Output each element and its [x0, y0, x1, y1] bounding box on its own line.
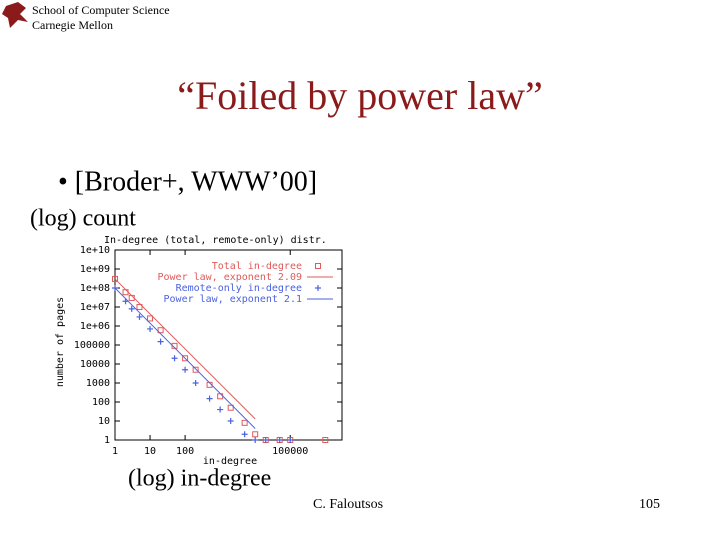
- legend-swatch: [315, 263, 321, 269]
- legend-label: Power law, exponent 2.1: [164, 294, 302, 305]
- y-tick-label: 100000: [74, 340, 110, 351]
- y-tick-label: 1000: [86, 378, 110, 389]
- marker: [122, 289, 129, 296]
- y-tick-label: 1e+09: [80, 264, 110, 275]
- marker: [136, 304, 143, 310]
- x-tick-label: 1: [112, 446, 118, 457]
- y-tick-label: 10: [98, 416, 110, 427]
- y-tick-label: 1e+06: [80, 321, 110, 332]
- legend-label: Remote-only in-degree: [176, 283, 302, 294]
- logo-icon: [2, 2, 28, 28]
- marker: [128, 305, 135, 312]
- slide-title: “Foiled by power law”: [177, 73, 542, 118]
- header-line: School of Computer Science: [32, 3, 170, 17]
- fit-line: [114, 278, 256, 420]
- marker: [112, 275, 118, 282]
- legend-label: Power law, exponent 2.09: [158, 272, 303, 283]
- x-tick-label: 100: [176, 446, 194, 457]
- marker: [217, 406, 224, 413]
- annotation: (log) count: [30, 206, 136, 232]
- chart-title: In-degree (total, remote-only) distr.: [104, 235, 327, 246]
- marker: [157, 338, 164, 345]
- y-tick-label: 1e+07: [80, 302, 110, 313]
- marker: [147, 315, 154, 322]
- y-tick-label: 1e+10: [80, 245, 110, 256]
- marker: [276, 437, 283, 443]
- bullet: • [Broder+, WWW’00]: [58, 166, 317, 197]
- marker: [241, 419, 248, 426]
- y-tick-label: 100: [92, 397, 110, 408]
- header-line: Carnegie Mellon: [32, 18, 113, 32]
- marker: [262, 437, 269, 443]
- marker: [147, 325, 154, 332]
- marker: [136, 313, 143, 320]
- legend-swatch: [315, 285, 321, 291]
- marker: [227, 404, 234, 411]
- marker: [192, 366, 199, 373]
- marker: [241, 431, 248, 438]
- annotation: (log) in-degree: [128, 466, 271, 492]
- y-tick-label: 1: [104, 435, 110, 446]
- logo: [2, 2, 28, 28]
- page-number: 105: [639, 497, 660, 512]
- marker: [252, 431, 259, 438]
- y-tick-label: 1e+08: [80, 283, 110, 294]
- y-axis-label: number of pages: [55, 297, 66, 387]
- marker: [182, 355, 189, 362]
- marker: [206, 395, 213, 402]
- marker: [182, 366, 189, 373]
- footer-author: C. Faloutsos: [313, 497, 383, 512]
- x-tick-label: 10: [144, 446, 156, 457]
- marker: [252, 437, 259, 443]
- marker: [171, 355, 178, 362]
- marker: [287, 437, 294, 443]
- marker: [322, 437, 329, 443]
- marker: [192, 380, 199, 386]
- x-axis-label: in-degree: [203, 456, 257, 467]
- x-tick-label: 100000: [272, 446, 308, 457]
- marker: [227, 418, 234, 424]
- y-tick-label: 10000: [80, 359, 110, 370]
- legend-label: Total in-degree: [212, 261, 302, 272]
- marker: [157, 327, 164, 334]
- fit-line: [114, 287, 256, 429]
